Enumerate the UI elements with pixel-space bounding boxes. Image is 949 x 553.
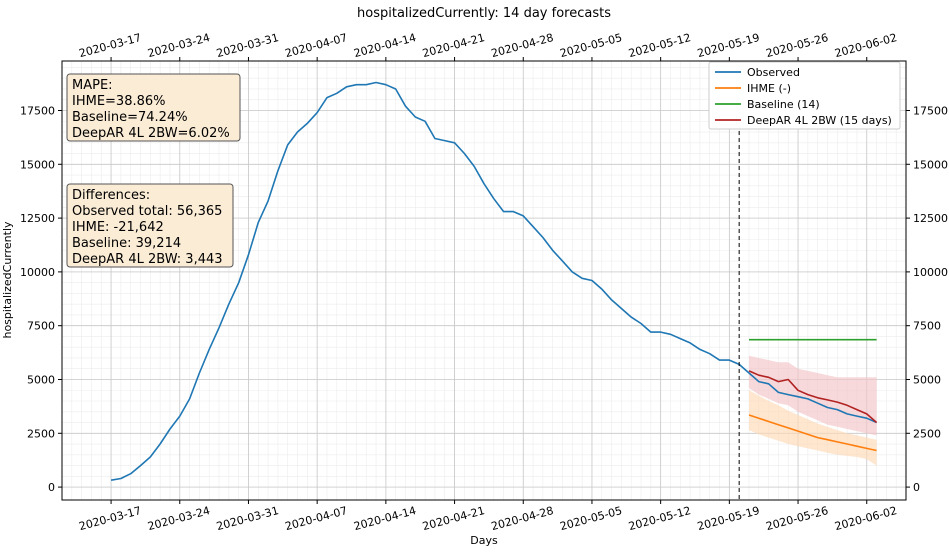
- x-axis-title: Days: [470, 534, 498, 547]
- y-tick-label: 7500: [27, 320, 55, 333]
- y-tick-label-right: 5000: [913, 373, 941, 386]
- differences-line-1: Observed total: 56,365: [72, 204, 222, 219]
- mape-line-0: MAPE:: [72, 78, 113, 93]
- y-axis-title: hospitalizedCurrently: [1, 221, 14, 339]
- y-tick-label: 12500: [20, 212, 55, 225]
- series-line-deepar-4l-2bw-15-days-: [748, 370, 878, 424]
- y-tick-label-right: 0: [913, 481, 920, 494]
- mape-line-1: IHME=38.86%: [72, 94, 166, 109]
- mape-line-2: Baseline=74.24%: [72, 110, 188, 125]
- y-tick-label: 5000: [27, 373, 55, 386]
- band-ihme-: [749, 390, 877, 466]
- differences-line-0: Differences:: [72, 188, 150, 203]
- legend-label: DeepAR 4L 2BW (15 days): [747, 114, 892, 127]
- y-tick-label-right: 10000: [913, 266, 948, 279]
- legend-label: Baseline (14): [747, 98, 820, 111]
- y-tick-label-right: 2500: [913, 427, 941, 440]
- legend: Observed IHME (-) Baseline (14) DeepAR 4L 2…: [708, 61, 901, 130]
- y-tick-label: 15000: [20, 158, 55, 171]
- plot-frame: [61, 60, 907, 501]
- differences-line-3: Baseline: 39,214: [72, 236, 181, 251]
- chart-title: hospitalizedCurrently: 14 day forecasts: [357, 6, 611, 21]
- y-tick-label-right: 7500: [913, 320, 941, 333]
- differences-line-2: IHME: -21,642: [72, 220, 164, 235]
- y-tick-label: 10000: [20, 266, 55, 279]
- y-tick-label: 17500: [20, 104, 55, 117]
- y-tick-label: 2500: [27, 427, 55, 440]
- y-tick-label-right: 17500: [913, 104, 948, 117]
- y-tick-label-right: 15000: [913, 158, 948, 171]
- y-tick-label: 0: [48, 481, 55, 494]
- differences-box: Differences: Observed total: 56,365 IHME…: [66, 183, 234, 268]
- mape-line-3: DeepAR 4L 2BW=6.02%: [72, 126, 230, 141]
- series-lines: [110, 81, 878, 481]
- legend-label: IHME (-): [747, 82, 791, 95]
- series-line-observed: [110, 81, 877, 481]
- differences-line-4: DeepAR 4L 2BW: 3,443: [72, 252, 223, 267]
- legend-label: Observed: [747, 66, 800, 79]
- series-line-ihme-: [748, 414, 877, 452]
- mape-box: MAPE: IHME=38.86% Baseline=74.24% DeepAR…: [66, 73, 241, 142]
- y-tick-label-right: 12500: [913, 212, 948, 225]
